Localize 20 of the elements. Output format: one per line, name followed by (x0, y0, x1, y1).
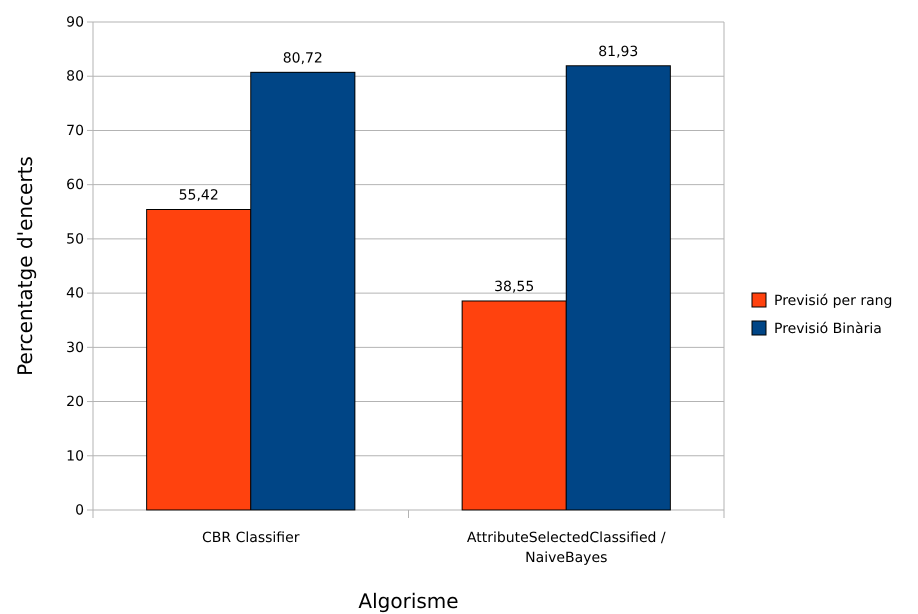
y-tick-label: 30 (66, 340, 84, 356)
y-tick-label: 60 (66, 177, 84, 194)
data-label: 55,42 (178, 188, 219, 204)
y-tick-label: 50 (66, 231, 84, 248)
x-axis-title: Algorisme (358, 589, 459, 613)
legend-label: Previsió per rang (774, 293, 892, 309)
y-axis-title: Percentatge d'encerts (13, 156, 37, 376)
legend-label: Previsió Binària (774, 321, 882, 337)
y-tick-label: 0 (75, 502, 84, 518)
data-label: 80,72 (282, 50, 323, 66)
y-tick-label: 20 (66, 394, 84, 410)
data-label: 81,93 (598, 44, 638, 60)
y-tick-label: 80 (66, 68, 84, 85)
x-tick-label: CBR Classifier (202, 530, 300, 546)
data-label: 38,55 (494, 278, 534, 295)
y-tick-label: 70 (66, 122, 84, 139)
y-tick-label: 90 (66, 14, 84, 30)
x-tick-label: AttributeSelectedClassified / NaiveBayes (466, 530, 666, 566)
y-tick-label: 10 (66, 448, 84, 464)
y-tick-label: 40 (66, 286, 84, 302)
